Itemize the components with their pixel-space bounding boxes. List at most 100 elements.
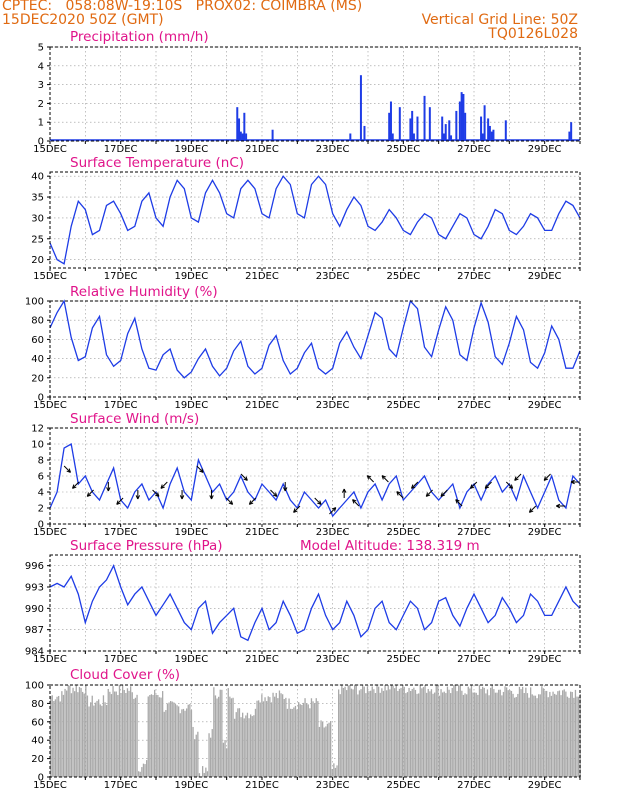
cloud-bar	[235, 712, 237, 777]
cloud-bar	[330, 721, 332, 777]
x-tick-label: 27DEC	[457, 144, 491, 155]
wind-arrow-head	[135, 495, 141, 500]
y-tick-label: 984	[25, 647, 44, 658]
wind-arrow-shaft	[225, 497, 233, 505]
cloud-bar	[106, 705, 108, 777]
cloud-bar	[398, 688, 401, 777]
cloud-bar	[154, 689, 156, 777]
cloud-bar	[66, 690, 68, 777]
cloud-bar	[336, 765, 338, 777]
x-tick-label: 15DEC	[33, 144, 67, 155]
x-tick-label: 15DEC	[33, 780, 67, 791]
cloud-bar	[421, 688, 423, 777]
cloud-bar	[570, 691, 572, 777]
x-tick-label: 19DEC	[174, 144, 208, 155]
cloud-bar	[459, 685, 461, 777]
wind-arrow-shaft	[440, 489, 448, 497]
cloud-bar	[141, 767, 143, 777]
cloud-bar	[366, 686, 369, 777]
x-tick-label: 27DEC	[457, 654, 491, 665]
wind-arrow-head	[508, 484, 514, 489]
wind-arrow-head	[352, 499, 357, 504]
wind-arrow-head	[528, 508, 534, 513]
x-tick-label: 15DEC	[33, 654, 67, 665]
cloud-bar	[432, 693, 434, 777]
x-tick-label: 21DEC	[245, 654, 279, 665]
cloud-bar	[264, 697, 266, 777]
cloud-bar	[510, 690, 513, 777]
precip-bar	[416, 116, 419, 141]
panel-title: Surface Pressure (hPa)	[70, 538, 223, 554]
y-tick-label: 40	[31, 736, 44, 747]
cloud-bar	[451, 687, 453, 777]
cloud-bar	[368, 691, 370, 777]
y-tick-label: 12	[31, 424, 44, 435]
x-tick-label: 19DEC	[174, 654, 208, 665]
precip-bar	[492, 129, 495, 141]
cloud-bar	[434, 692, 436, 777]
cloud-bar	[75, 685, 77, 777]
precip-bar	[483, 105, 486, 141]
wind-arrow-shaft	[352, 499, 360, 507]
cloud-bar	[187, 704, 189, 777]
cloud-bar	[243, 718, 245, 777]
y-tick-label: 40	[31, 172, 44, 183]
cloud-bar	[176, 705, 178, 777]
precip-bar	[442, 133, 445, 141]
x-tick-label: 25DEC	[386, 400, 420, 411]
cloud-bar	[392, 685, 394, 777]
cloud-bar	[272, 692, 274, 777]
cloud-bar	[418, 693, 420, 777]
cloud-bar	[245, 715, 247, 777]
wind-arrow-head	[556, 503, 561, 509]
wind-arrow-shaft	[396, 491, 404, 499]
pres-line	[49, 564, 581, 642]
cloud-bar	[416, 693, 418, 777]
cloud-bar	[450, 693, 452, 777]
cloud-bar	[544, 690, 546, 777]
y-tick-label: 35	[31, 193, 44, 204]
wind-arrow	[366, 475, 375, 483]
cloud-bar	[104, 702, 106, 777]
cloud-bar	[112, 686, 114, 777]
precip-bar	[409, 118, 412, 141]
wind-arrow-head	[411, 484, 416, 489]
cloud-bar	[219, 689, 221, 777]
cloud-bar	[195, 734, 197, 777]
cloud-bar	[402, 685, 404, 777]
x-tick-label: 21DEC	[245, 144, 279, 155]
x-tick-label: 23DEC	[316, 527, 350, 538]
panel-precip: 0 1 2 3 4 5 15DEC 17DEC 19DEC 21DEC 23DEC 25DEC 27DE…	[33, 29, 581, 155]
precip-bar	[488, 125, 491, 141]
cloud-bar	[339, 694, 341, 777]
cloud-bar	[246, 712, 249, 777]
y-tick-label: 0	[38, 393, 44, 404]
cloud-bar	[512, 693, 514, 777]
cloud-bar	[109, 691, 111, 777]
wind-arrow	[570, 479, 580, 485]
wind-arrow	[270, 489, 278, 497]
cloud-bar	[347, 685, 349, 777]
cloud-bar	[115, 691, 117, 777]
y-tick-label: 4	[38, 61, 44, 72]
cloud-bar	[285, 697, 287, 777]
cloud-bar	[411, 689, 413, 777]
cloud-bar	[536, 698, 538, 777]
cloud-bar	[496, 692, 498, 777]
cloud-bar	[274, 696, 276, 777]
cloud-bar	[517, 693, 519, 777]
wind-arrow	[152, 489, 160, 497]
cloud-bar	[461, 690, 463, 777]
cloud-bar	[326, 723, 329, 777]
cloud-bar	[275, 692, 277, 777]
cloud-bar	[280, 693, 282, 777]
wind-arrow	[411, 481, 419, 489]
cloud-bar	[163, 711, 165, 777]
cloud-bar	[174, 703, 177, 777]
cloud-bar	[277, 698, 279, 777]
cloud-bar	[139, 771, 141, 777]
cloud-bar	[197, 731, 199, 777]
cloud-bar	[344, 686, 346, 777]
cloud-bar	[69, 685, 71, 777]
